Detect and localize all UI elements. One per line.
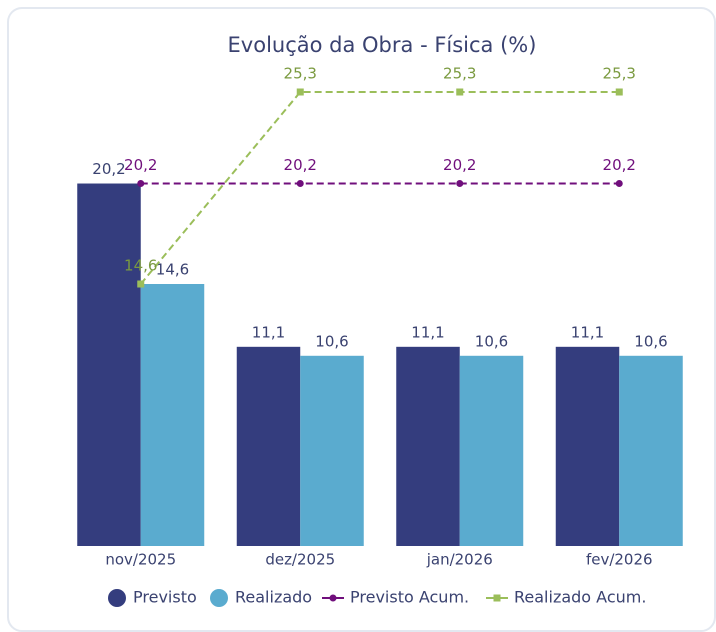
x-tick-label: nov/2025: [105, 551, 176, 569]
bar-label: 20,2: [92, 160, 125, 178]
line-label: 20,2: [124, 156, 157, 174]
bar-label: 10,6: [475, 332, 508, 350]
line-label: 25,3: [603, 65, 636, 83]
legend-swatch: [108, 589, 126, 607]
line-label: 20,2: [443, 156, 476, 174]
chart-title: Evolução da Obra - Física (%): [228, 33, 537, 57]
legend-swatch: [210, 589, 228, 607]
point: [456, 88, 464, 96]
legend-label: Realizado Acum.: [514, 588, 646, 607]
bar: [236, 346, 301, 546]
bar-label: 10,6: [315, 332, 348, 350]
line-label: 25,3: [284, 65, 317, 83]
bar-label: 11,1: [571, 323, 604, 341]
line-label: 25,3: [443, 65, 476, 83]
bar: [77, 183, 141, 546]
line: [139, 91, 620, 285]
bar-label: 14,6: [156, 261, 189, 279]
bar-label: 11,1: [252, 323, 285, 341]
point: [296, 88, 304, 96]
legend-label: Realizado: [235, 588, 312, 607]
point: [615, 88, 623, 96]
bar: [555, 346, 620, 546]
legend-label: Previsto: [133, 588, 197, 607]
line-label: 20,2: [284, 156, 317, 174]
bar: [300, 355, 364, 546]
bar: [619, 355, 683, 546]
x-tick-label: dez/2025: [265, 551, 335, 569]
x-tick-label: fev/2026: [586, 551, 653, 569]
x-tick-label: jan/2026: [426, 551, 493, 569]
point: [137, 180, 145, 188]
bar: [396, 346, 460, 546]
legend-marker: [493, 594, 501, 602]
bar: [459, 355, 524, 546]
line-label: 14,6: [124, 257, 157, 275]
point: [456, 180, 464, 188]
bar-label: 11,1: [411, 323, 444, 341]
point: [137, 280, 145, 288]
legend-marker: [329, 594, 337, 602]
point: [296, 180, 304, 188]
bar: [140, 284, 205, 546]
bar-label: 10,6: [634, 332, 667, 350]
point: [615, 180, 623, 188]
line-label: 20,2: [603, 156, 636, 174]
legend-label: Previsto Acum.: [350, 588, 469, 607]
